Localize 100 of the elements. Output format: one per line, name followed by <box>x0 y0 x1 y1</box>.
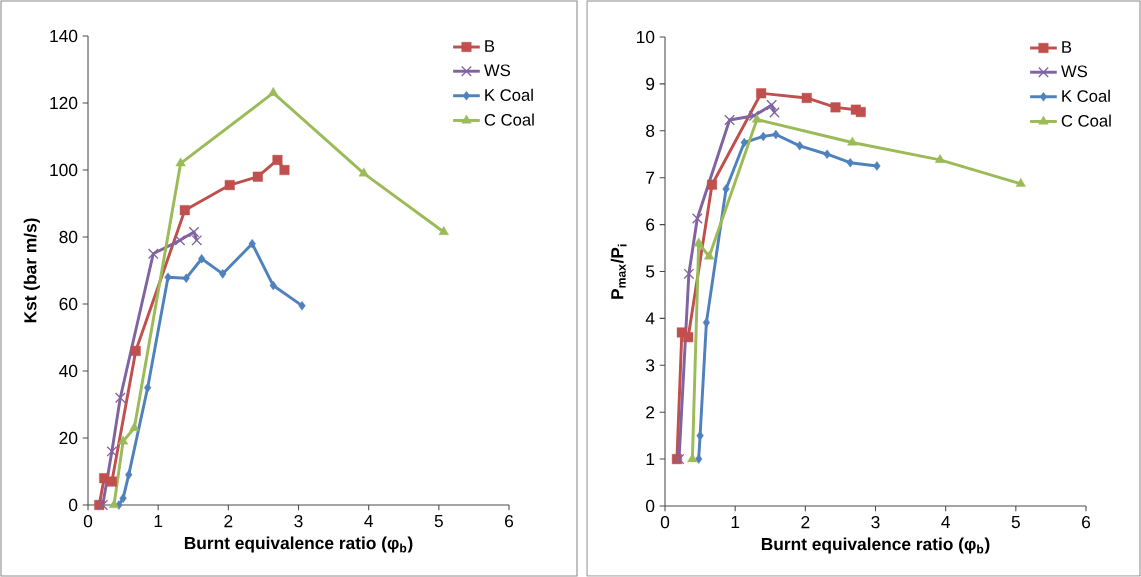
point <box>174 234 186 246</box>
point <box>268 87 279 96</box>
point <box>144 383 152 393</box>
legend-label: B <box>485 40 495 52</box>
point <box>125 470 133 480</box>
y-tick-label: 100 <box>50 163 78 177</box>
point <box>97 499 109 511</box>
y-tick-label: 8 <box>646 124 655 137</box>
y-tick-label: 9 <box>646 77 655 91</box>
point <box>119 493 127 504</box>
point <box>756 88 767 99</box>
y-tick-label: 3 <box>645 359 655 372</box>
y-tick-label: 40 <box>59 364 78 378</box>
point <box>118 435 129 445</box>
point <box>847 136 858 146</box>
point <box>693 237 704 247</box>
x-tick-label: 5 <box>434 515 443 528</box>
y-tick-label: 10 <box>637 30 655 44</box>
point <box>704 250 715 260</box>
point <box>759 131 767 142</box>
x-tick-label: 0 <box>660 516 670 529</box>
x-axis-title: Burnt equivalence ratio (φ$_{b}$) <box>184 536 413 553</box>
point <box>935 154 946 163</box>
x-tick-label: 3 <box>871 516 880 529</box>
legend-label: C Coal <box>484 113 534 126</box>
y-tick-label: 2 <box>646 406 655 419</box>
x-tick-label: 2 <box>224 515 233 528</box>
point <box>106 446 118 457</box>
point <box>147 248 159 260</box>
point <box>438 226 449 235</box>
point <box>269 280 277 291</box>
point <box>108 499 120 508</box>
x-tick-label: 3 <box>294 515 303 528</box>
point <box>855 107 866 118</box>
x-tick-label: 1 <box>154 515 163 527</box>
point <box>683 268 695 280</box>
legend-label: B <box>1062 41 1072 53</box>
x-tick-label: 1 <box>731 516 740 528</box>
point <box>722 184 730 194</box>
y-tick-label: 7 <box>646 171 655 184</box>
point <box>182 273 190 283</box>
point <box>114 392 126 404</box>
point <box>106 476 117 487</box>
point <box>130 345 141 356</box>
legend-label: C Coal <box>1061 114 1111 127</box>
y-tick-label: 4 <box>645 312 655 325</box>
point <box>1015 177 1026 187</box>
point <box>188 226 200 238</box>
point <box>830 102 841 113</box>
point <box>702 317 711 328</box>
point <box>772 129 780 140</box>
y-tick-label: 120 <box>50 96 78 110</box>
legend-label: K Coal <box>485 88 533 101</box>
point <box>272 154 283 165</box>
legend-label: WS <box>1061 65 1088 78</box>
point <box>164 272 172 282</box>
y-axis-title: P$_{max}$/P$_{i}$ <box>610 244 627 299</box>
point <box>766 99 778 111</box>
point <box>769 107 780 118</box>
point <box>873 161 881 171</box>
point <box>191 234 203 246</box>
y-tick-label: 0 <box>645 499 655 513</box>
y-tick-label: 6 <box>646 218 655 231</box>
y-tick-label: 20 <box>59 431 78 445</box>
point <box>724 114 735 126</box>
point <box>801 92 812 103</box>
x-tick-label: 4 <box>364 515 373 527</box>
y-tick-label: 5 <box>646 265 655 278</box>
point <box>252 171 263 182</box>
y-axis-title: Kst (bar m/s) <box>23 218 40 323</box>
x-tick-label: 0 <box>83 515 93 528</box>
point <box>683 332 694 343</box>
point <box>358 167 369 177</box>
point <box>823 149 831 159</box>
point <box>198 254 206 264</box>
legend-label: K Coal <box>1062 89 1110 102</box>
x-tick-label: 2 <box>801 516 810 529</box>
x-tick-label: 6 <box>1082 516 1091 529</box>
legend-label: WS <box>484 64 511 77</box>
x-tick-label: 5 <box>1011 516 1020 529</box>
point <box>796 141 804 151</box>
point <box>707 179 718 190</box>
point <box>175 157 186 167</box>
point <box>248 238 256 249</box>
point <box>129 422 140 431</box>
point <box>279 165 290 175</box>
y-tick-label: 60 <box>59 297 78 311</box>
point <box>224 180 235 191</box>
y-tick-label: 1 <box>646 453 655 466</box>
x-axis-title: Burnt equivalence ratio (φ$_{b}$) <box>761 537 990 554</box>
x-tick-label: 6 <box>505 515 514 528</box>
point <box>846 157 854 168</box>
x-tick-label: 4 <box>941 516 950 528</box>
point <box>691 213 703 224</box>
y-tick-label: 0 <box>69 498 78 512</box>
point <box>298 300 306 311</box>
point <box>179 205 190 216</box>
point <box>740 137 748 148</box>
y-tick-label: 80 <box>59 230 78 244</box>
y-tick-label: 140 <box>50 29 78 43</box>
